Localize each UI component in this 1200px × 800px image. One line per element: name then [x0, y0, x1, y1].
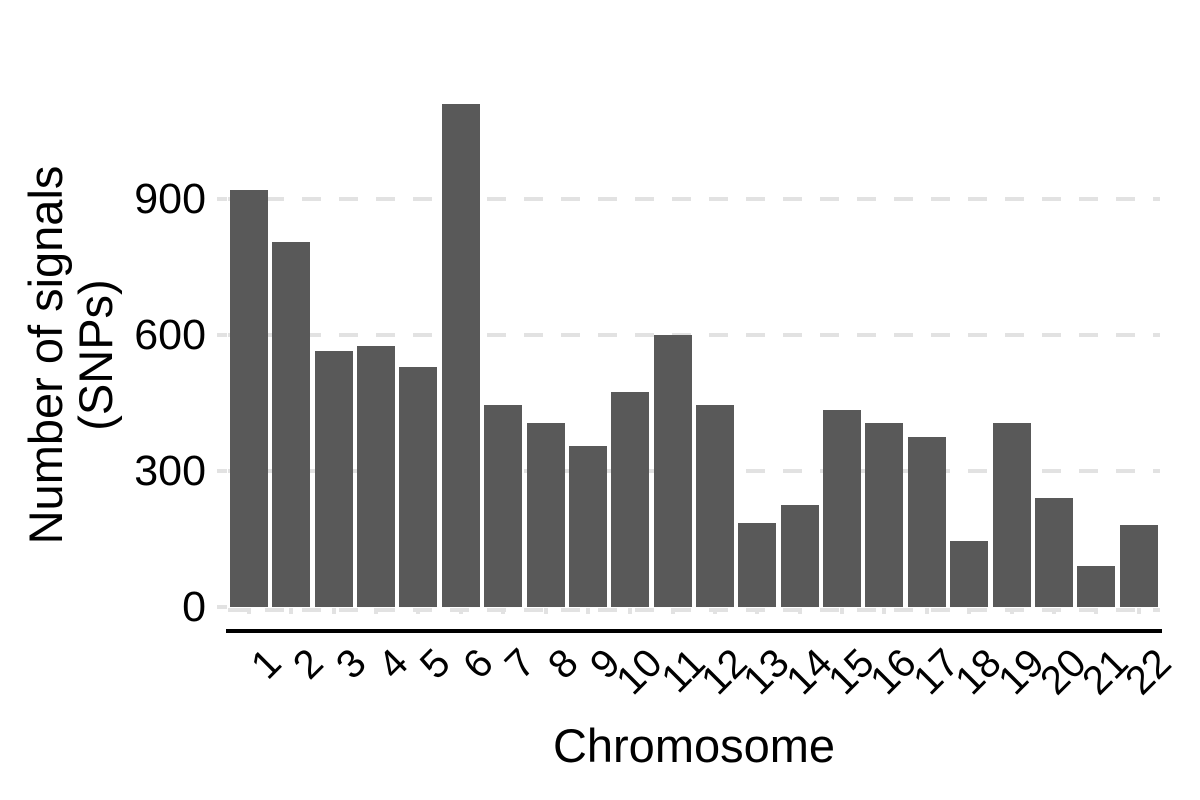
x-tick-mark-19: [1009, 608, 1014, 614]
bar-chr-10: [611, 391, 650, 607]
x-tick-label-3: 3: [327, 640, 375, 688]
bar-chr-2: [272, 242, 311, 607]
x-tick-mark-10: [628, 608, 633, 614]
bar-chr-1: [230, 189, 268, 607]
x-tick-label-6: 6: [454, 640, 502, 688]
x-tick-mark-18: [967, 608, 972, 614]
y-tick-mark-0: [217, 605, 227, 609]
bar-chr-19: [992, 423, 1031, 607]
bar-chr-20: [1034, 498, 1073, 607]
y-tick-label-300: 300: [134, 447, 206, 495]
bar-chr-13: [738, 523, 777, 607]
bar-chr-11: [653, 335, 692, 607]
x-axis-line: [226, 629, 1162, 633]
gridline-y-0: [228, 608, 1160, 612]
bar-chr-8: [526, 423, 565, 607]
x-tick-label-22: 22: [1116, 640, 1180, 704]
bar-chr-3: [314, 350, 353, 607]
x-tick-mark-15: [840, 608, 845, 614]
plot-area: [228, 78, 1160, 612]
bar-chr-12: [696, 405, 734, 607]
bar-chr-17: [907, 437, 946, 607]
x-tick-mark-21: [1094, 608, 1099, 614]
x-tick-label-5: 5: [412, 640, 460, 688]
x-tick-label-8: 8: [539, 640, 587, 688]
x-tick-label-2: 2: [285, 640, 333, 688]
bar-chr-22: [1119, 525, 1158, 607]
gridline-y-600: [228, 333, 1160, 338]
bar-chr-16: [865, 423, 904, 607]
x-tick-label-1: 1: [242, 640, 290, 688]
bar-chr-14: [780, 505, 819, 607]
x-tick-mark-2: [289, 608, 294, 614]
y-tick-label-900: 900: [134, 175, 206, 224]
gridline-y-300: [228, 469, 1160, 473]
bar-chr-21: [1077, 566, 1116, 607]
x-tick-mark-8: [543, 608, 548, 614]
x-tick-mark-9: [585, 608, 590, 614]
bar-chr-15: [823, 409, 862, 607]
bar-chr-5: [399, 366, 438, 607]
x-tick-mark-5: [416, 608, 421, 614]
y-tick-label-600: 600: [134, 311, 206, 360]
x-tick-mark-20: [1051, 608, 1056, 614]
x-tick-mark-3: [331, 608, 336, 614]
x-tick-mark-1: [247, 608, 251, 614]
x-tick-mark-17: [924, 608, 929, 614]
x-axis-title: Chromosome: [552, 719, 836, 772]
y-tick-label-0: 0: [182, 583, 206, 631]
x-tick-mark-12: [713, 608, 717, 614]
x-tick-mark-14: [797, 608, 802, 614]
x-tick-label-4: 4: [369, 640, 417, 688]
x-tick-mark-7: [501, 608, 506, 614]
x-tick-mark-4: [374, 608, 379, 614]
x-tick-mark-16: [882, 608, 887, 614]
y-tick-mark-300: [217, 469, 227, 473]
gridline-y-900: [228, 197, 1160, 202]
x-tick-mark-6: [458, 608, 463, 614]
x-tick-mark-13: [755, 608, 760, 614]
x-tick-mark-11: [670, 608, 675, 614]
bar-chr-9: [568, 446, 607, 607]
x-tick-label-7: 7: [497, 640, 544, 688]
y-tick-mark-900: [217, 197, 227, 202]
bar-chr-6: [441, 103, 480, 607]
bar-chr-4: [357, 346, 396, 607]
x-tick-mark-22: [1136, 608, 1141, 614]
y-tick-mark-600: [217, 333, 227, 338]
bar-chr-7: [484, 405, 523, 607]
bar-chr-18: [950, 541, 989, 607]
